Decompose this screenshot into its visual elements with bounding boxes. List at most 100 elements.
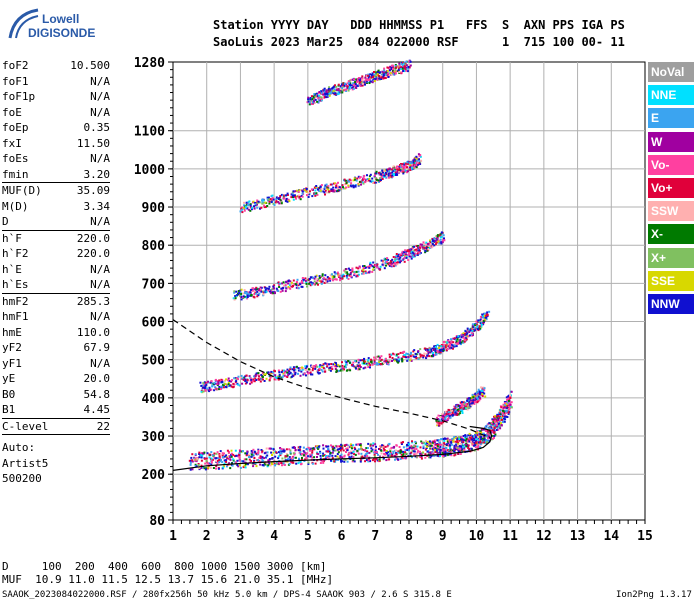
echo-point bbox=[450, 343, 453, 346]
param-value: 220.0 bbox=[76, 247, 110, 261]
echo-point bbox=[373, 453, 376, 456]
echo-point bbox=[378, 458, 381, 461]
echo-point bbox=[200, 466, 203, 469]
echo-point bbox=[388, 69, 391, 72]
echo-point bbox=[382, 457, 385, 460]
echo-point bbox=[456, 404, 459, 407]
echo-point bbox=[335, 371, 338, 373]
echo-point bbox=[451, 411, 454, 414]
param-value: N/A bbox=[90, 215, 110, 229]
echo-point bbox=[271, 194, 274, 197]
echo-point bbox=[319, 96, 322, 99]
echo-point bbox=[309, 284, 312, 287]
echo-point bbox=[249, 377, 252, 380]
echo-point bbox=[317, 445, 320, 448]
echo-point bbox=[467, 335, 470, 338]
echo-point bbox=[479, 440, 482, 443]
echo-point bbox=[461, 333, 464, 336]
echo-point bbox=[450, 346, 453, 349]
echo-point bbox=[297, 369, 300, 372]
echo-point bbox=[385, 459, 388, 462]
echo-point bbox=[252, 200, 255, 203]
echo-point bbox=[363, 265, 366, 267]
echo-point bbox=[337, 181, 339, 184]
echo-point bbox=[334, 368, 337, 370]
echo-point bbox=[458, 447, 461, 450]
echo-point bbox=[303, 188, 306, 191]
echo-point bbox=[327, 445, 330, 448]
echo-point bbox=[322, 454, 325, 457]
echo-point bbox=[325, 90, 328, 93]
echo-point bbox=[278, 284, 280, 286]
echo-point bbox=[280, 448, 283, 450]
echo-point bbox=[470, 333, 473, 336]
echo-point bbox=[411, 456, 413, 459]
echo-point bbox=[455, 444, 458, 447]
echo-point bbox=[257, 459, 260, 462]
param-row: foEs N/A bbox=[2, 151, 110, 167]
echo-point bbox=[327, 87, 330, 90]
echo-point bbox=[219, 388, 222, 390]
echo-point bbox=[464, 330, 467, 333]
echo-point bbox=[488, 433, 491, 436]
echo-point bbox=[284, 200, 287, 203]
echo-point bbox=[319, 462, 322, 464]
echo-point bbox=[203, 384, 206, 386]
echo-point bbox=[366, 78, 369, 81]
echo-point bbox=[263, 204, 266, 207]
echo-point bbox=[471, 327, 474, 330]
echo-point bbox=[332, 182, 335, 185]
echo-point bbox=[405, 352, 408, 355]
echo-point bbox=[369, 173, 372, 176]
echo-point bbox=[211, 382, 214, 385]
echo-point bbox=[189, 468, 192, 471]
echo-point bbox=[391, 453, 394, 456]
echo-point bbox=[457, 409, 460, 412]
echo-point bbox=[345, 179, 348, 182]
echo-point bbox=[374, 358, 377, 361]
echo-point bbox=[396, 261, 399, 264]
echo-point bbox=[411, 447, 413, 450]
echo-point bbox=[402, 169, 405, 172]
echo-point bbox=[364, 453, 367, 456]
echo-point bbox=[420, 457, 423, 460]
echo-point bbox=[238, 384, 241, 387]
echo-point bbox=[339, 279, 341, 282]
param-value: 22 bbox=[96, 419, 110, 433]
echo-point bbox=[444, 346, 447, 348]
echo-point bbox=[456, 439, 459, 442]
echo-point bbox=[348, 360, 351, 363]
echo-point bbox=[279, 452, 281, 455]
echo-point bbox=[400, 62, 403, 65]
echo-point bbox=[313, 102, 316, 104]
echo-point bbox=[261, 456, 264, 459]
echo-point bbox=[450, 340, 453, 343]
echo-point bbox=[395, 174, 397, 176]
echo-point bbox=[347, 179, 350, 182]
echo-point bbox=[279, 282, 282, 285]
echo-point bbox=[399, 351, 402, 354]
echo-point bbox=[190, 456, 193, 459]
echo-point bbox=[355, 367, 357, 370]
legend: NoVal NNE E W Vo- Vo+ SSW X- X+ SSE NNW bbox=[648, 62, 694, 317]
echo-point bbox=[252, 448, 255, 451]
echo-point bbox=[496, 413, 499, 416]
echo-point bbox=[241, 208, 243, 211]
echo-point bbox=[405, 162, 408, 165]
echo-point bbox=[375, 363, 378, 366]
echo-point bbox=[240, 298, 243, 301]
echo-point bbox=[286, 368, 289, 371]
echo-point bbox=[327, 188, 330, 191]
echo-point bbox=[202, 390, 205, 393]
autoscaling-line: Artist5 bbox=[2, 456, 49, 470]
echo-point bbox=[217, 381, 220, 384]
echo-point bbox=[230, 380, 233, 383]
x-tick-label: 15 bbox=[637, 529, 653, 544]
echo-point bbox=[496, 427, 499, 429]
echo-point bbox=[463, 407, 466, 410]
echo-point bbox=[242, 466, 245, 469]
echo-point bbox=[468, 432, 471, 435]
echo-point bbox=[289, 287, 292, 290]
echo-point bbox=[368, 75, 371, 78]
echo-point bbox=[220, 459, 222, 461]
